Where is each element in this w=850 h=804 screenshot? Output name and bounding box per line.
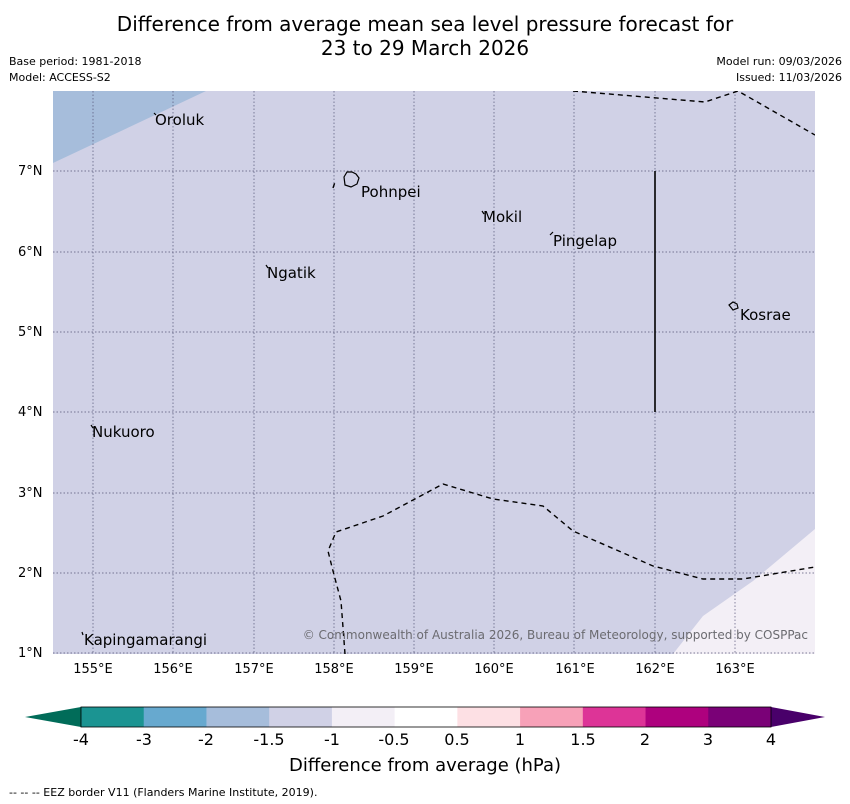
ytick-3n: 3°N — [18, 486, 43, 501]
meta-left: Base period: 1981-2018 Model: ACCESS-S2 — [9, 54, 141, 86]
map-base-fill — [53, 91, 815, 654]
nukuoro-marker — [90, 424, 94, 429]
place-nukuoro: Nukuoro — [92, 423, 155, 441]
atoll-markers — [81, 112, 554, 636]
colorbar-cell — [81, 707, 145, 727]
kosrae-outline — [728, 301, 739, 311]
colorbar-cell — [520, 707, 584, 727]
place-kapingamarangi: Kapingamarangi — [84, 631, 208, 649]
cbar-tick-1: 1 — [514, 730, 526, 749]
ytick-1n: 1°N — [18, 646, 43, 661]
gridlines — [53, 91, 815, 654]
ytick-6n: 6°N — [18, 245, 43, 260]
colorbar-cells — [81, 707, 772, 727]
title-line-2: 23 to 29 March 2026 — [320, 36, 530, 60]
title-line-1: Difference from average mean sea level p… — [116, 12, 734, 36]
ytick-2n: 2°N — [18, 566, 43, 581]
xtick-155e: 155°E — [73, 662, 113, 677]
footnote: -- -- -- EEZ border V11 (Flanders Marine… — [9, 786, 318, 799]
islands — [343, 171, 739, 311]
colorbar-cell — [582, 707, 647, 727]
xtick-158e: 158°E — [314, 662, 354, 677]
eez-borders — [327, 91, 815, 654]
colorbar-cell — [394, 707, 458, 727]
colorbar-tick-labels: -4 -3 -2 -1.5 -1 -0.5 0.5 1 1.5 2 3 4 — [0, 730, 850, 750]
colorbar-cell — [269, 707, 333, 727]
cbar-tick-3: 3 — [702, 730, 714, 749]
xtick-156e: 156°E — [153, 662, 193, 677]
colorbar-cell — [331, 707, 396, 727]
xtick-162e: 162°E — [635, 662, 675, 677]
colorbar-title: Difference from average (hPa) — [288, 755, 562, 776]
colorbar-over-arrow — [771, 707, 825, 727]
place-ngatik: Ngatik — [267, 264, 316, 282]
cbar-tick-2: 2 — [639, 730, 651, 749]
xtick-161e: 161°E — [555, 662, 595, 677]
chart-title: Difference from average mean sea level p… — [0, 12, 850, 60]
region-near-average — [673, 529, 815, 654]
ytick-4n: 4°N — [18, 405, 43, 420]
xtick-157e: 157°E — [234, 662, 274, 677]
colorbar-frame — [80, 706, 772, 728]
mokil-marker — [481, 210, 485, 215]
oroluk-marker — [153, 112, 157, 116]
cbar-tick-neg2: -2 — [198, 730, 214, 749]
map-svg — [53, 91, 815, 654]
ytick-7n: 7°N — [18, 164, 43, 179]
xtick-159e: 159°E — [394, 662, 434, 677]
colorbar-under-arrow — [25, 707, 81, 727]
xtick-160e: 160°E — [474, 662, 514, 677]
place-kosrae: Kosrae — [740, 306, 791, 324]
cbar-tick-neg1-5: -1.5 — [253, 730, 285, 749]
cbar-tick-1-5: 1.5 — [570, 730, 596, 749]
place-mokil: Mokil — [483, 208, 523, 226]
model-name: Model: ACCESS-S2 — [9, 71, 111, 84]
place-oroluk: Oroluk — [155, 111, 205, 129]
meta-right: Model run: 09/03/2026 Issued: 11/03/2026 — [716, 54, 842, 86]
ytick-5n: 5°N — [18, 325, 43, 340]
model-run: Model run: 09/03/2026 — [716, 55, 842, 68]
eez-border-south — [327, 483, 815, 654]
cbar-tick-neg3: -3 — [136, 730, 152, 749]
cbar-tick-neg1: -1 — [324, 730, 340, 749]
eez-border-north — [572, 91, 815, 136]
region-lower-pressure — [53, 91, 206, 163]
colorbar-cell — [143, 707, 207, 727]
cbar-tick-0-5: 0.5 — [444, 730, 470, 749]
cbar-tick-4: 4 — [765, 730, 777, 749]
cbar-tick-neg4: -4 — [73, 730, 89, 749]
copyright-notice: © Commonwealth of Australia 2026, Bureau… — [302, 628, 808, 642]
base-period: Base period: 1981-2018 — [9, 55, 142, 68]
xtick-163e: 163°E — [715, 662, 755, 677]
pohnpei-outline — [343, 171, 360, 188]
colorbar-cell — [645, 707, 709, 727]
pingelap-marker — [549, 231, 554, 236]
place-pohnpei: Pohnpei — [361, 183, 421, 201]
map-panel[interactable] — [53, 91, 815, 654]
kapingamarangi-marker — [81, 631, 84, 636]
eez-border-pohnpei — [332, 181, 336, 189]
cbar-tick-neg0-5: -0.5 — [378, 730, 410, 749]
ngatik-marker — [265, 264, 269, 269]
issued-date: Issued: 11/03/2026 — [735, 71, 842, 84]
place-pingelap: Pingelap — [553, 232, 618, 250]
colorbar-cell — [708, 707, 772, 727]
colorbar — [25, 706, 825, 728]
colorbar-cell — [206, 707, 270, 727]
colorbar-cell — [457, 707, 521, 727]
